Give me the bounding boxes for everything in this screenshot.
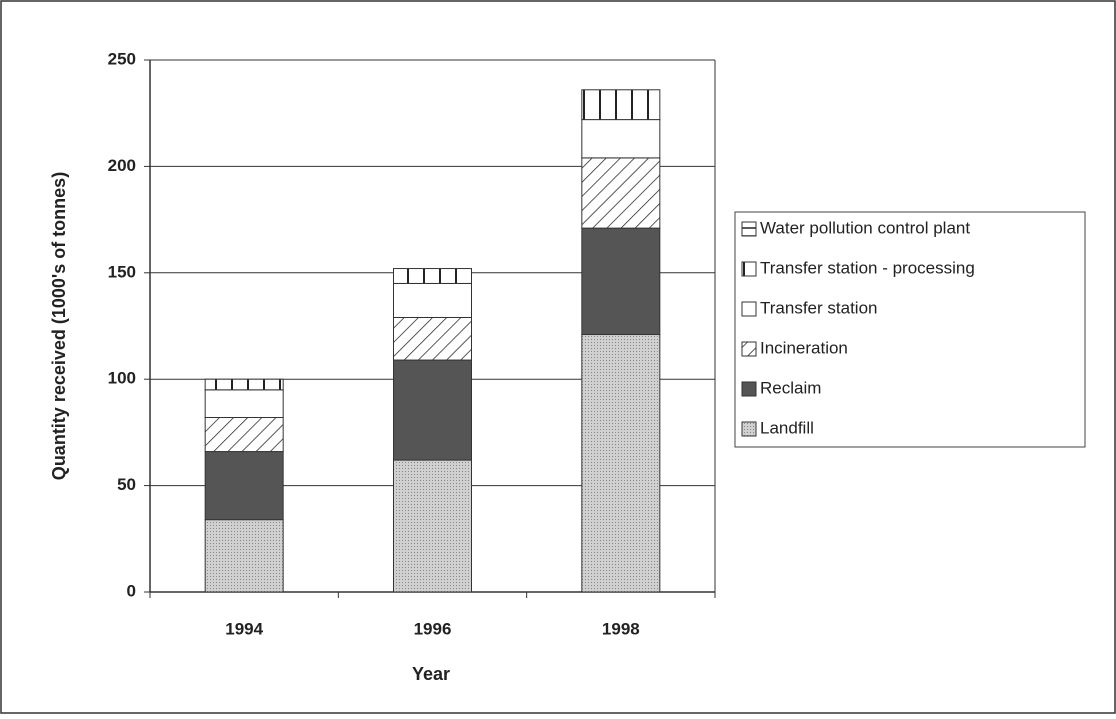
bar-segment	[204, 378, 284, 391]
y-tick-label: 250	[108, 49, 136, 68]
bar-segment	[393, 459, 472, 593]
legend-swatch	[741, 301, 757, 317]
legend-label: Landfill	[760, 418, 814, 437]
bar-segment	[204, 417, 284, 453]
y-tick-label: 50	[117, 475, 136, 494]
bar-segment	[393, 359, 472, 461]
x-tick-label: 1998	[602, 619, 640, 638]
y-tick-label: 0	[127, 581, 136, 600]
y-tick-label: 200	[108, 156, 136, 175]
legend-swatch	[741, 421, 757, 437]
legend-label: Water pollution control plant	[760, 218, 970, 237]
bar-segment	[581, 119, 661, 159]
bar-segment	[393, 282, 472, 318]
x-tick-label: 1996	[414, 619, 452, 638]
legend-swatch	[741, 221, 757, 237]
legend-swatch	[741, 341, 757, 357]
legend-swatch	[741, 261, 757, 277]
legend-label: Transfer station - processing	[760, 258, 975, 277]
bar-segment	[204, 389, 284, 419]
bar-segment	[581, 89, 661, 121]
y-tick-label: 150	[108, 262, 136, 281]
y-axis-label: Quantity received (1000's of tonnes)	[49, 172, 69, 480]
bar-segment	[581, 334, 661, 593]
legend-box	[734, 211, 1086, 448]
bar-segment	[204, 519, 284, 593]
bar-segment	[581, 227, 661, 336]
y-tick-label: 100	[108, 369, 136, 388]
legend-swatch	[741, 381, 757, 397]
legend-label: Reclaim	[760, 378, 821, 397]
bar-segment	[204, 451, 284, 521]
bar-segment	[393, 316, 472, 361]
legend-label: Incineration	[760, 338, 848, 357]
legend-label: Transfer station	[760, 298, 877, 317]
bar-segment	[393, 268, 472, 284]
bar-segment	[581, 157, 661, 229]
x-tick-label: 1994	[225, 619, 263, 638]
x-axis-label: Year	[412, 664, 450, 684]
